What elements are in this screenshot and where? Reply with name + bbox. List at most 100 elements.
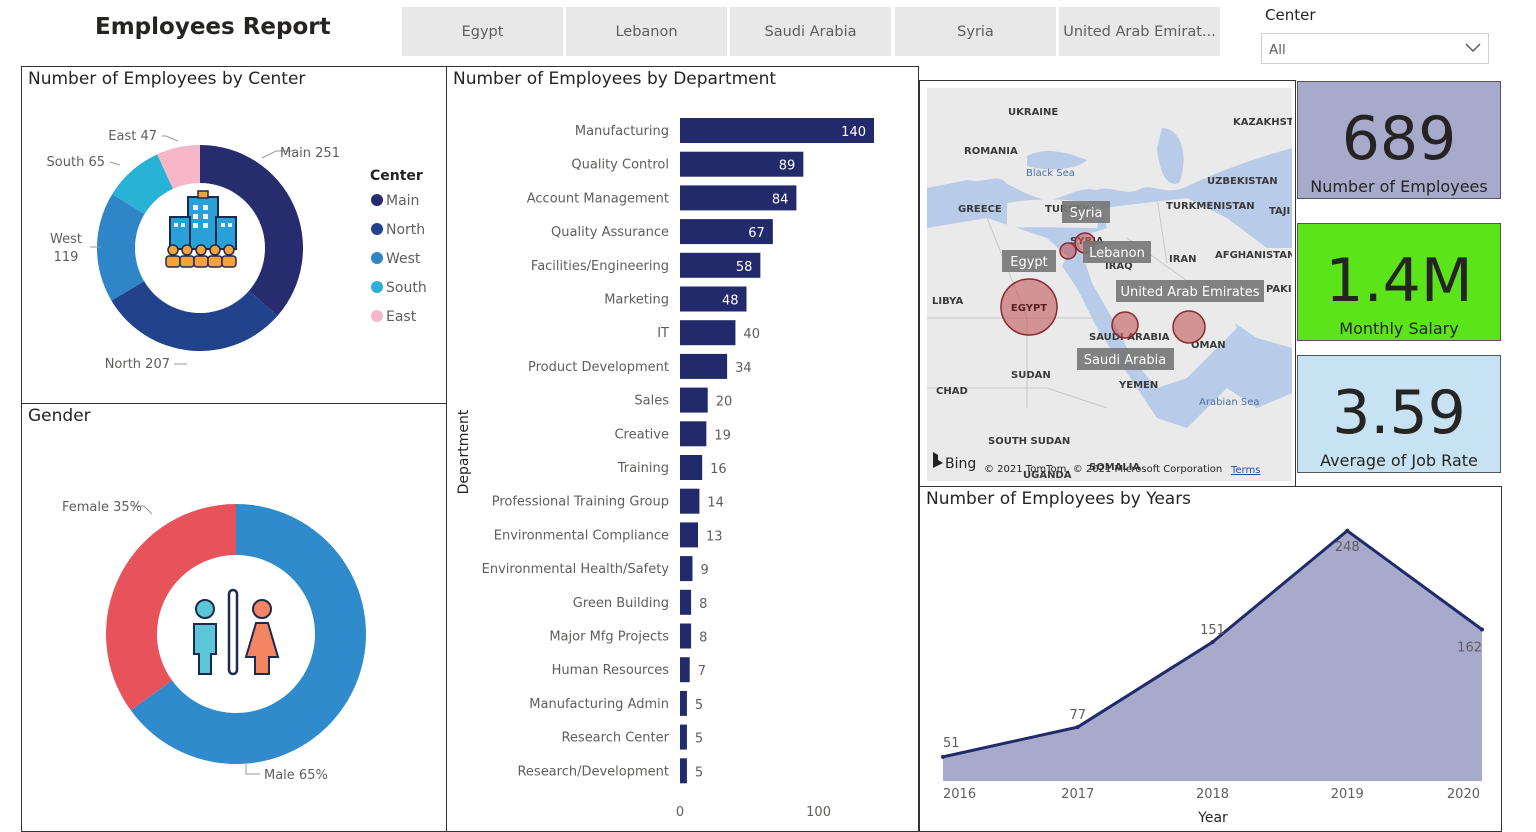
years-value-label: 77 (1069, 708, 1086, 723)
center-donut-chart: Main 251 North 207 West 119 South 65 Eas… (47, 129, 427, 372)
years-chart-title: Number of Employees by Years (926, 489, 1192, 509)
center-slice-east[interactable] (157, 145, 200, 189)
dept-value-label: 14 (707, 496, 724, 511)
legend-marker-main[interactable] (371, 194, 383, 206)
region-map[interactable]: UKRAINE KAZAKHSTA ROMANIA UZBEKISTAN GRE… (927, 88, 1292, 481)
legend-marker-east[interactable] (371, 310, 383, 322)
center-filter-label: Center (1265, 6, 1316, 24)
tab-egypt[interactable]: Egypt (402, 7, 563, 56)
dept-value-label: 84 (772, 192, 789, 207)
dept-bar[interactable] (680, 353, 728, 379)
bubble-uae[interactable] (1172, 310, 1206, 344)
dept-bar[interactable] (680, 286, 747, 312)
map-terms-link[interactable]: Terms (1230, 465, 1260, 476)
dept-bar[interactable] (680, 758, 687, 784)
years-point[interactable] (1480, 627, 1484, 632)
years-point[interactable] (1075, 725, 1080, 730)
map-label-tajikistan: TAJI (1269, 206, 1290, 217)
legend-item-main[interactable]: Main (386, 193, 419, 209)
dept-bar[interactable] (680, 556, 693, 582)
map-label-arabian-sea: Arabian Sea (1199, 397, 1259, 408)
legend-item-east[interactable]: East (386, 309, 417, 325)
dept-category-label: Quality Assurance (551, 225, 669, 240)
dept-category-label: Environmental Health/Safety (482, 562, 670, 577)
legend-marker-west[interactable] (371, 252, 383, 264)
map-label-libya: LIBYA (932, 296, 963, 307)
department-chart-panel: Number of Employees by Department Depart… (446, 66, 919, 832)
dept-bar[interactable] (680, 522, 699, 548)
dept-bar[interactable] (680, 623, 692, 649)
legend-item-south[interactable]: South (386, 280, 427, 296)
bubble-lebanon[interactable] (1059, 242, 1077, 260)
map-label-kazakhstan: KAZAKHSTA (1233, 117, 1292, 128)
years-x-tick: 2019 (1331, 787, 1364, 802)
tab-syria[interactable]: Syria (895, 7, 1056, 56)
dept-bar[interactable] (680, 690, 687, 716)
years-area (943, 530, 1482, 781)
dept-value-label: 5 (695, 732, 703, 747)
tab-saudi-arabia[interactable]: Saudi Arabia (730, 7, 891, 56)
center-slice-south[interactable] (112, 154, 173, 215)
legend-marker-north[interactable] (371, 223, 383, 235)
legend-item-north[interactable]: North (386, 222, 425, 238)
dept-category-label: Quality Control (571, 158, 669, 173)
dept-bar[interactable] (680, 589, 692, 615)
bubble-saudi-arabia[interactable] (1111, 311, 1139, 339)
tooltip-saudi-arabia: Saudi Arabia (1084, 353, 1167, 368)
dept-bar[interactable] (680, 151, 804, 177)
center-slice-west[interactable] (96, 194, 145, 301)
kpi-salary-card: 1.4M Monthly Salary (1297, 223, 1501, 341)
dept-value-label: 16 (710, 462, 727, 477)
map-label-black-sea: Black Sea (1026, 168, 1075, 179)
dept-bar[interactable] (680, 252, 761, 278)
label-east: East 47 (108, 129, 157, 144)
map-panel[interactable]: UKRAINE KAZAKHSTA ROMANIA UZBEKISTAN GRE… (919, 80, 1296, 487)
years-point[interactable] (941, 754, 945, 759)
dept-value-label: 5 (695, 765, 703, 780)
years-point[interactable] (1345, 528, 1350, 533)
dept-bar[interactable] (680, 185, 797, 211)
chevron-down-icon (1465, 43, 1481, 52)
years-value-label: 162 (1457, 640, 1482, 655)
dept-value-label: 20 (716, 395, 733, 410)
dept-bar[interactable] (680, 219, 773, 245)
department-chart-title: Number of Employees by Department (453, 69, 777, 89)
legend-item-west[interactable]: West (386, 251, 421, 267)
gender-slice-female[interactable] (106, 504, 236, 711)
dept-category-label: Product Development (528, 360, 669, 375)
dept-bar[interactable] (680, 488, 700, 514)
center-filter-dropdown[interactable]: All (1261, 33, 1489, 64)
dept-category-label: Environmental Compliance (494, 528, 669, 543)
years-point[interactable] (1210, 640, 1215, 645)
dept-category-label: Human Resources (552, 663, 670, 678)
dept-value-label: 5 (695, 698, 703, 713)
map-label-romania: ROMANIA (964, 146, 1018, 157)
dept-bar[interactable] (680, 657, 690, 683)
dept-bar[interactable] (680, 724, 687, 750)
gender-slice-male[interactable] (130, 504, 366, 764)
map-label-sudan: SUDAN (1011, 370, 1051, 381)
dept-category-label: Green Building (573, 596, 669, 611)
dept-value-label: 19 (714, 428, 731, 443)
map-label-turkmenistan: TURKMENISTAN (1166, 201, 1255, 212)
map-attribution: © 2021 TomTom, © 2021 Microsoft Corporat… (984, 464, 1222, 475)
tab-uae[interactable]: United Arab Emirat... (1059, 7, 1220, 56)
dept-x-tick: 0 (676, 805, 684, 820)
bubble-egypt[interactable] (1000, 278, 1058, 336)
center-slice-north[interactable] (111, 281, 278, 351)
dept-bar[interactable] (680, 320, 736, 346)
dept-category-label: IT (657, 326, 669, 341)
dept-bar[interactable] (680, 387, 708, 413)
gender-chart-title: Gender (28, 406, 91, 426)
dept-value-label: 13 (706, 529, 723, 544)
dept-bar[interactable] (680, 421, 707, 447)
center-slice-main[interactable] (200, 145, 303, 316)
dept-bar[interactable] (680, 118, 874, 143)
building-people-icon (165, 190, 237, 268)
years-value-label: 151 (1200, 623, 1225, 638)
legend-marker-south[interactable] (371, 281, 383, 293)
kpi-rate-card: 3.59 Average of Job Rate (1297, 355, 1501, 473)
gender-donut-chart: Female 35% Male 65% (62, 500, 366, 783)
dept-bar[interactable] (680, 455, 703, 480)
tab-lebanon[interactable]: Lebanon (566, 7, 727, 56)
